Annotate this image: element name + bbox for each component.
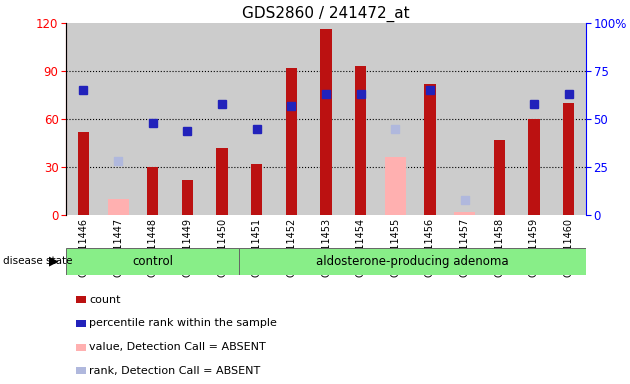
Bar <box>309 23 343 215</box>
Bar <box>170 23 205 215</box>
Bar <box>147 167 159 215</box>
Bar <box>239 248 586 275</box>
Text: rank, Detection Call = ABSENT: rank, Detection Call = ABSENT <box>89 366 260 376</box>
Bar <box>251 164 263 215</box>
Text: ▶: ▶ <box>49 255 59 268</box>
Bar <box>447 23 482 215</box>
Bar <box>424 84 436 215</box>
Text: value, Detection Call = ABSENT: value, Detection Call = ABSENT <box>89 342 266 352</box>
Bar <box>343 23 378 215</box>
Bar <box>378 23 413 215</box>
Bar <box>135 23 170 215</box>
Text: percentile rank within the sample: percentile rank within the sample <box>89 318 277 328</box>
Bar <box>454 212 475 215</box>
Bar <box>551 23 586 215</box>
Bar <box>216 148 228 215</box>
Bar <box>413 23 447 215</box>
Bar <box>101 23 135 215</box>
Bar <box>66 248 239 275</box>
Bar <box>482 23 517 215</box>
Bar <box>517 23 551 215</box>
Bar <box>355 66 367 215</box>
Bar <box>66 23 101 215</box>
Text: control: control <box>132 255 173 268</box>
Bar <box>320 30 332 215</box>
Text: aldosterone-producing adenoma: aldosterone-producing adenoma <box>316 255 509 268</box>
Title: GDS2860 / 241472_at: GDS2860 / 241472_at <box>242 5 410 22</box>
Bar <box>285 68 297 215</box>
Text: count: count <box>89 295 121 305</box>
Bar <box>385 157 406 215</box>
Bar <box>563 103 575 215</box>
Bar <box>181 180 193 215</box>
Bar <box>528 119 540 215</box>
Bar <box>77 132 89 215</box>
Bar <box>274 23 309 215</box>
Text: disease state: disease state <box>3 256 72 266</box>
Bar <box>205 23 239 215</box>
Bar <box>239 23 274 215</box>
Bar <box>108 199 129 215</box>
Bar <box>493 140 505 215</box>
